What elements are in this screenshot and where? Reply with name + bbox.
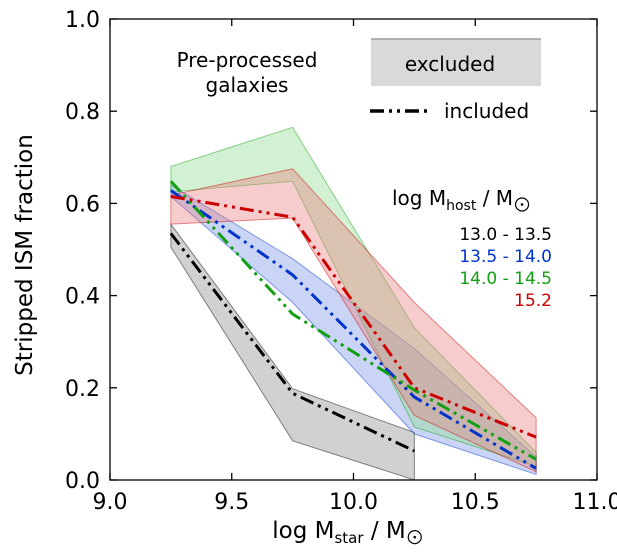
range-label-2: 14.0 - 14.5 — [459, 269, 552, 289]
range-label-1: 13.5 - 14.0 — [459, 247, 552, 267]
sun-circle — [514, 197, 530, 212]
x-axis-label-tail: / M — [364, 518, 406, 544]
legend-excluded-label: excluded — [405, 52, 495, 76]
y-tick-label: 0.6 — [65, 192, 100, 217]
x-tick-label: 10.0 — [329, 490, 378, 515]
x-axis-sun-symbol — [407, 530, 422, 545]
host-sun-symbol — [514, 197, 530, 212]
line-series-0 — [169, 232, 416, 453]
host-title-sub: host — [446, 198, 477, 214]
x-tick-label: 10.5 — [451, 490, 500, 515]
line-series-2 — [169, 180, 537, 461]
x-axis-label: log Mstar / M — [272, 518, 406, 547]
sun-dot — [520, 203, 524, 206]
sun-circle — [407, 530, 422, 545]
host-title-main: log M — [392, 186, 446, 210]
x-tick-label: 9.5 — [214, 490, 249, 515]
shaded-bands — [170, 126, 537, 481]
y-tick-label: 0.2 — [65, 377, 100, 402]
line-series-1 — [170, 189, 537, 470]
y-tick-label: 1.0 — [65, 8, 100, 33]
host-range-labels: 13.0 - 13.513.5 - 14.014.0 - 14.515.2 — [459, 225, 552, 311]
host-title-tail: / M — [476, 186, 513, 210]
included-lines — [169, 180, 537, 470]
y-axis-label: Stripped ISM fraction — [12, 134, 38, 376]
x-tick-label: 9.0 — [93, 490, 128, 515]
y-tick-label: 0.8 — [65, 100, 100, 125]
range-label-0: 13.0 - 13.5 — [459, 225, 552, 245]
x-tick-label: 11.0 — [573, 490, 617, 515]
x-axis-label-sub: star — [334, 529, 364, 547]
axis-ticks: 9.0 9.5 10.0 10.5 11.0 0.0 0.2 0.4 0.6 0.8 1.0 — [65, 8, 617, 515]
sun-dot — [413, 535, 417, 539]
y-tick-label: 0.4 — [65, 285, 100, 310]
band-series-2 — [170, 126, 537, 467]
range-label-3: 15.2 — [514, 291, 552, 311]
annotation-line-2: galaxies — [206, 73, 289, 97]
host-mass-title: log Mhost / M — [392, 186, 513, 214]
x-axis-label-main: log M — [272, 518, 334, 544]
line-series-3 — [170, 195, 537, 439]
y-tick-label: 0.0 — [65, 469, 100, 494]
legend-included-label: included — [444, 99, 529, 123]
band-series-1 — [170, 184, 537, 476]
legend-excluded-swatch — [371, 39, 541, 86]
annotation-line-1: Pre-processed — [177, 48, 318, 72]
band-series-3 — [170, 168, 537, 473]
